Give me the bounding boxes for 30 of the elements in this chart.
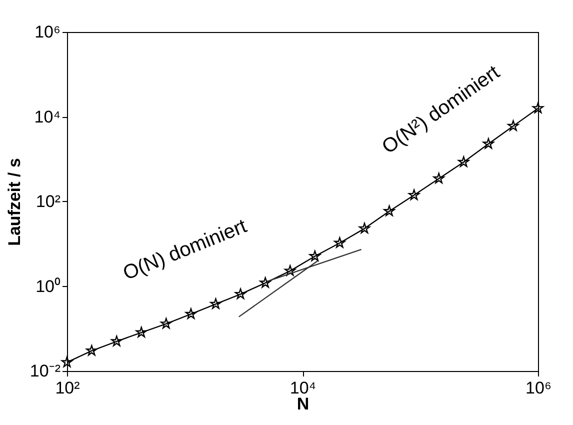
point bbox=[309, 250, 320, 262]
point bbox=[260, 277, 271, 288]
point bbox=[160, 318, 172, 329]
point bbox=[458, 156, 470, 167]
y-tick-label: 10⁶ bbox=[34, 22, 60, 42]
point bbox=[482, 138, 494, 149]
y-tick-label: 10⁻² bbox=[30, 362, 61, 380]
x-tick-label: 10⁶ bbox=[526, 378, 552, 398]
point bbox=[508, 120, 519, 131]
x-tick-label: 10⁴ bbox=[290, 378, 316, 398]
y-axis-title: Laufzeit / s bbox=[4, 158, 24, 246]
point bbox=[86, 344, 98, 356]
point bbox=[358, 222, 370, 234]
y-tick-label: 10² bbox=[36, 192, 61, 211]
point bbox=[234, 288, 246, 300]
point bbox=[185, 308, 197, 319]
x-axis-title: N bbox=[296, 394, 310, 414]
y-tick-label: 10⁰ bbox=[36, 276, 60, 296]
point bbox=[433, 172, 444, 184]
x-tick-label: 10² bbox=[55, 378, 80, 398]
point bbox=[408, 189, 420, 200]
point bbox=[61, 356, 73, 368]
point bbox=[111, 336, 122, 346]
point bbox=[284, 265, 296, 276]
point bbox=[334, 237, 346, 248]
point bbox=[384, 205, 395, 216]
point bbox=[210, 298, 222, 309]
point bbox=[532, 102, 544, 114]
point bbox=[136, 326, 147, 338]
y-tick-label: 10⁴ bbox=[34, 107, 60, 126]
